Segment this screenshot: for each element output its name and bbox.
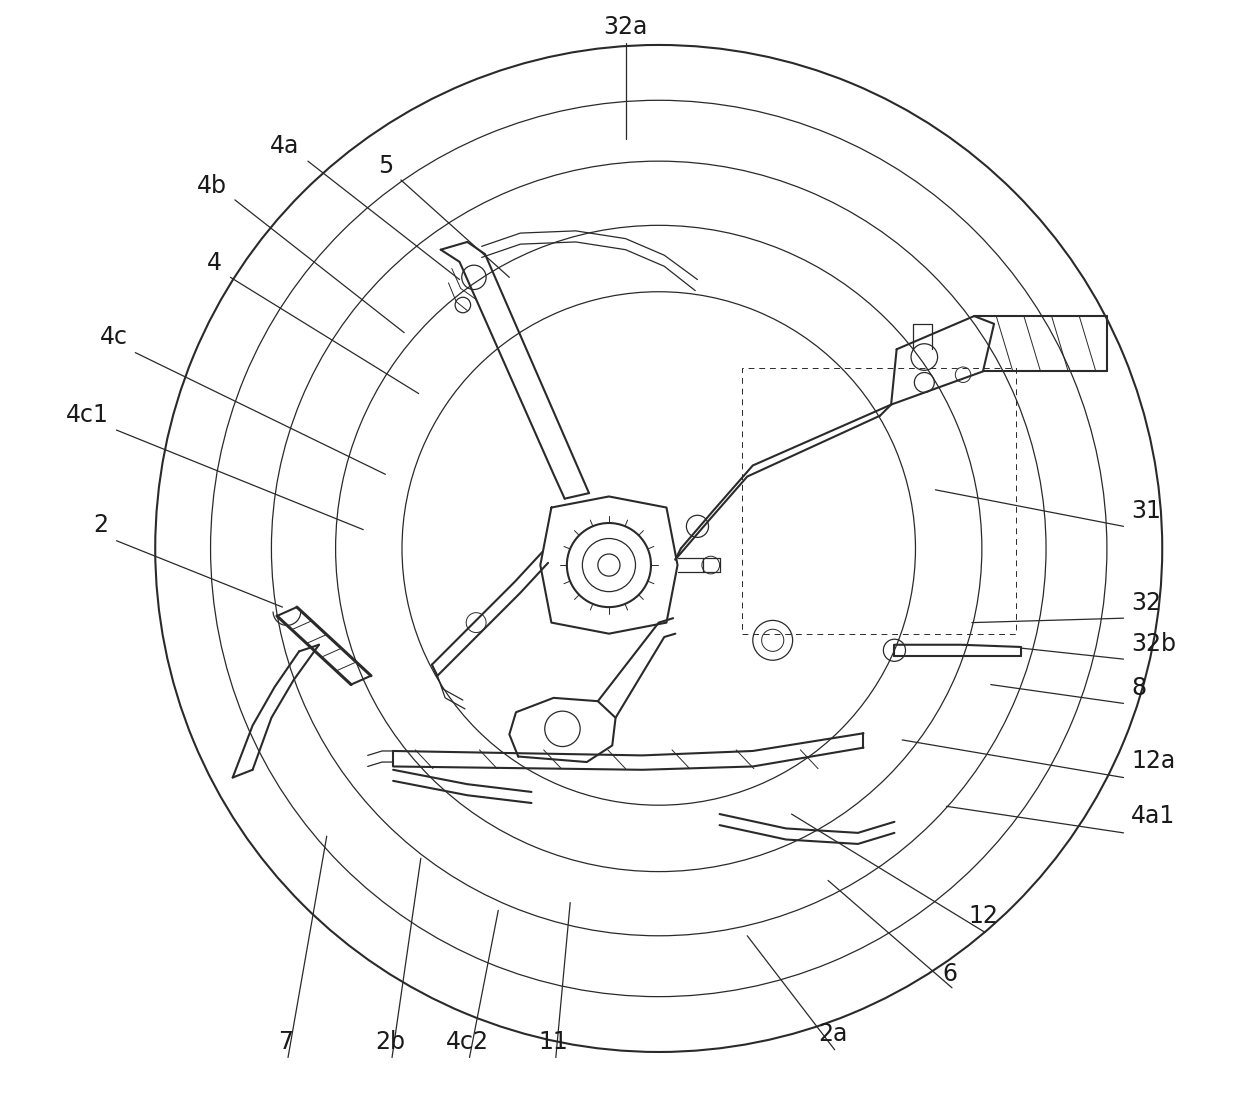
Text: 4c1: 4c1 bbox=[66, 402, 109, 427]
Text: 2: 2 bbox=[94, 513, 109, 537]
Text: 6: 6 bbox=[942, 962, 957, 986]
Text: 8: 8 bbox=[1131, 676, 1146, 700]
Text: 5: 5 bbox=[378, 154, 393, 177]
Text: 12: 12 bbox=[968, 904, 998, 929]
Text: 2b: 2b bbox=[374, 1030, 404, 1054]
Text: 4c: 4c bbox=[99, 326, 128, 349]
Text: 4a1: 4a1 bbox=[1131, 804, 1176, 829]
Text: 11: 11 bbox=[538, 1030, 568, 1054]
Text: 12a: 12a bbox=[1131, 749, 1176, 773]
Text: 2a: 2a bbox=[818, 1023, 847, 1046]
Text: 4c2: 4c2 bbox=[446, 1030, 489, 1054]
Text: 32: 32 bbox=[1131, 591, 1161, 615]
Text: 32a: 32a bbox=[604, 16, 647, 40]
Text: 4a: 4a bbox=[270, 134, 299, 157]
Text: 4: 4 bbox=[207, 252, 222, 275]
Text: 4b: 4b bbox=[197, 174, 227, 197]
Text: 7: 7 bbox=[278, 1030, 294, 1054]
Text: 31: 31 bbox=[1131, 499, 1161, 523]
Text: 32b: 32b bbox=[1131, 632, 1177, 656]
